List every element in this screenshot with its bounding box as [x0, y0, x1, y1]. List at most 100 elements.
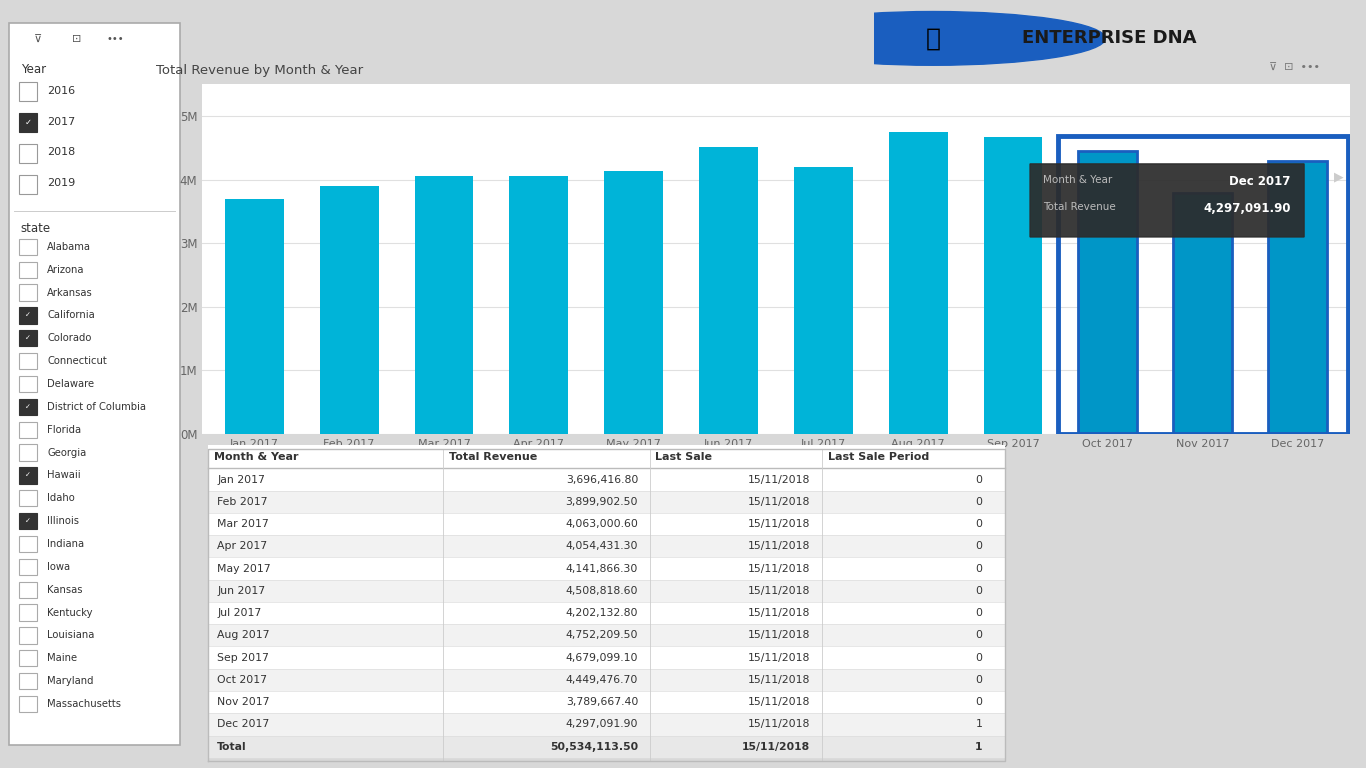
Text: Kansas: Kansas — [46, 584, 82, 594]
Text: 0: 0 — [975, 675, 982, 685]
Text: Total Revenue by Month & Year: Total Revenue by Month & Year — [156, 64, 363, 77]
Text: 50,534,113.50: 50,534,113.50 — [550, 742, 638, 752]
Text: Connecticut: Connecticut — [46, 356, 107, 366]
Bar — [19, 81, 37, 101]
Text: Apr 2017: Apr 2017 — [217, 541, 268, 551]
Text: 3,789,667.40: 3,789,667.40 — [566, 697, 638, 707]
Text: Maine: Maine — [46, 654, 76, 664]
Bar — [19, 467, 37, 484]
Text: Month & Year: Month & Year — [1044, 175, 1112, 185]
Bar — [19, 445, 37, 461]
Bar — [19, 422, 37, 438]
Text: 15/11/2018: 15/11/2018 — [749, 697, 810, 707]
Text: Feb 2017: Feb 2017 — [217, 497, 268, 507]
Bar — [208, 713, 1005, 736]
Text: Massachusetts: Massachusetts — [46, 699, 122, 709]
Text: 0: 0 — [975, 475, 982, 485]
Bar — [19, 696, 37, 712]
Bar — [1078, 151, 1137, 434]
Text: 0: 0 — [975, 653, 982, 663]
Text: ⊽: ⊽ — [34, 34, 42, 44]
Bar — [794, 167, 852, 434]
Text: 0: 0 — [975, 497, 982, 507]
Bar — [984, 137, 1042, 434]
Text: Sep 2017: Sep 2017 — [217, 653, 269, 663]
Text: Month & Year: Month & Year — [213, 452, 298, 462]
Bar — [19, 673, 37, 689]
Bar — [19, 307, 37, 323]
Bar — [19, 330, 37, 346]
Bar — [415, 176, 474, 434]
Bar — [208, 535, 1005, 558]
Text: ✓: ✓ — [25, 313, 31, 319]
Bar — [208, 468, 1005, 491]
Text: 4,202,132.80: 4,202,132.80 — [566, 608, 638, 618]
Text: 4,679,099.10: 4,679,099.10 — [566, 653, 638, 663]
Bar — [19, 513, 37, 529]
Text: ⊽  ⊡  •••: ⊽ ⊡ ••• — [1269, 61, 1321, 71]
Text: Last Sale Period: Last Sale Period — [828, 452, 929, 462]
Bar — [19, 627, 37, 644]
Bar — [19, 650, 37, 667]
Bar — [208, 491, 1005, 513]
Text: Nov 2017: Nov 2017 — [217, 697, 269, 707]
Text: Total: Total — [217, 742, 247, 752]
Text: Kentucky: Kentucky — [46, 607, 93, 617]
Text: Total Revenue: Total Revenue — [1044, 202, 1116, 212]
Bar — [889, 132, 948, 434]
Text: Delaware: Delaware — [46, 379, 94, 389]
Bar — [19, 581, 37, 598]
Text: ✓: ✓ — [25, 118, 31, 127]
Text: 1: 1 — [975, 720, 982, 730]
Text: Hawaii: Hawaii — [46, 471, 81, 481]
Text: May 2017: May 2017 — [217, 564, 270, 574]
Bar — [320, 186, 378, 434]
Bar — [208, 647, 1005, 669]
Text: ▶: ▶ — [1333, 170, 1343, 183]
Text: Mar 2017: Mar 2017 — [217, 519, 269, 529]
Bar — [208, 736, 1005, 758]
Bar — [1173, 193, 1232, 434]
Text: Idaho: Idaho — [46, 493, 75, 503]
Bar — [699, 147, 758, 434]
Text: Year: Year — [20, 63, 46, 76]
Text: District of Columbia: District of Columbia — [46, 402, 146, 412]
Text: 0: 0 — [975, 519, 982, 529]
Text: Alabama: Alabama — [46, 242, 92, 252]
Bar — [225, 199, 284, 434]
Text: 2017: 2017 — [46, 117, 75, 127]
FancyBboxPatch shape — [1030, 164, 1305, 237]
Bar — [208, 445, 1005, 468]
Text: 15/11/2018: 15/11/2018 — [749, 564, 810, 574]
Bar — [19, 399, 37, 415]
Bar — [19, 113, 37, 132]
Text: 3,899,902.50: 3,899,902.50 — [566, 497, 638, 507]
Bar — [208, 602, 1005, 624]
Text: Arkansas: Arkansas — [46, 287, 93, 297]
Bar — [19, 376, 37, 392]
Text: 0: 0 — [975, 586, 982, 596]
Text: 🧬: 🧬 — [926, 26, 941, 51]
Text: 1: 1 — [975, 742, 982, 752]
Bar — [19, 536, 37, 552]
Text: 4,297,091.90: 4,297,091.90 — [1203, 202, 1291, 215]
Text: 15/11/2018: 15/11/2018 — [749, 475, 810, 485]
Text: ENTERPRISE DNA: ENTERPRISE DNA — [1022, 29, 1197, 48]
Text: Dec 2017: Dec 2017 — [217, 720, 269, 730]
Bar — [604, 170, 663, 434]
Bar — [19, 144, 37, 163]
Text: 4,508,818.60: 4,508,818.60 — [566, 586, 638, 596]
Text: 15/11/2018: 15/11/2018 — [749, 519, 810, 529]
Text: state: state — [20, 222, 51, 235]
Text: 4,141,866.30: 4,141,866.30 — [566, 564, 638, 574]
Bar — [208, 691, 1005, 713]
Text: 15/11/2018: 15/11/2018 — [749, 653, 810, 663]
Bar — [19, 353, 37, 369]
Text: 4,297,091.90: 4,297,091.90 — [566, 720, 638, 730]
Text: •••: ••• — [107, 34, 124, 44]
Text: ✓: ✓ — [25, 472, 31, 478]
Text: Jan 2017: Jan 2017 — [217, 475, 265, 485]
Bar — [19, 262, 37, 278]
Text: 15/11/2018: 15/11/2018 — [749, 631, 810, 641]
Text: Jul 2017: Jul 2017 — [217, 608, 261, 618]
